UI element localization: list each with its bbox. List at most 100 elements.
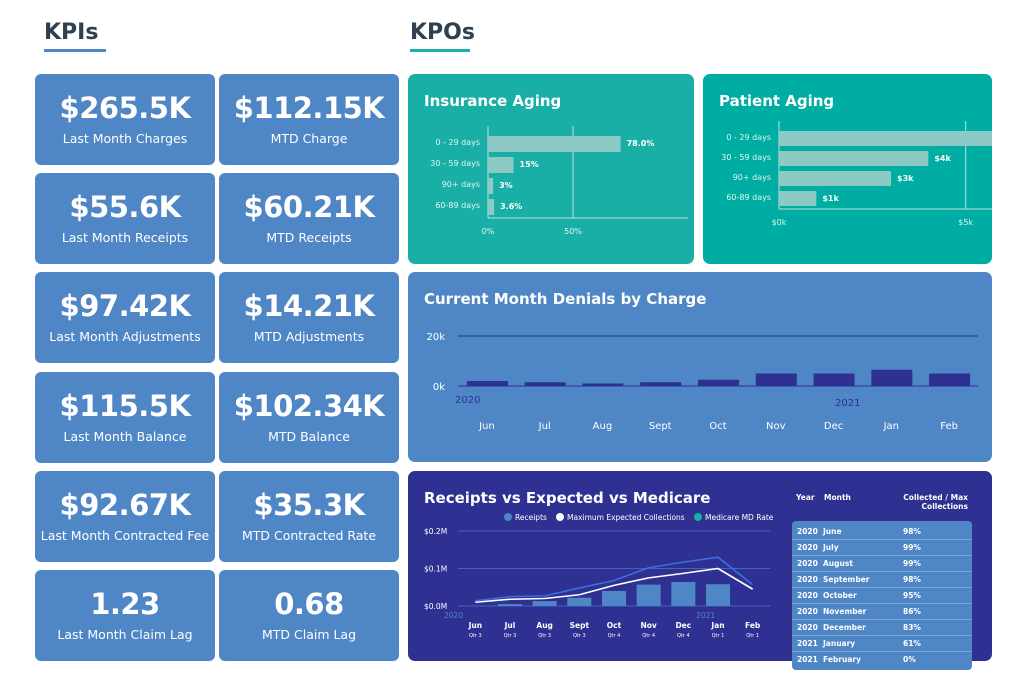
- bar: [698, 379, 739, 386]
- kpi-tile: $115.5K Last Month Balance: [35, 372, 215, 463]
- category-label: 0 - 29 days: [726, 133, 771, 142]
- cell-year: 2020: [797, 607, 818, 616]
- data-label: 3.6%: [500, 202, 522, 211]
- x-tick-label: Jun: [478, 421, 495, 432]
- bar: [813, 373, 855, 386]
- kpis-heading: KPIs: [44, 20, 107, 52]
- collections-table: Year Month Collected / Max Collections 202…: [792, 493, 972, 670]
- cell-year: 2021: [797, 655, 818, 664]
- cell-ratio: 83%: [903, 623, 921, 632]
- quarter-label: Qtr 1: [746, 633, 759, 639]
- year-label: 2020: [444, 611, 463, 620]
- table-row: 2020 September 98%: [792, 572, 972, 588]
- x-tick-label: Jul: [504, 621, 516, 630]
- cell-year: 2020: [797, 575, 818, 584]
- kpi-tile: 0.68 MTD Claim Lag: [219, 570, 399, 661]
- x-tick-label: Aug: [593, 421, 613, 432]
- bar: [871, 369, 913, 386]
- bar: [779, 131, 992, 146]
- table-header: Year Month Collected / Max Collections: [792, 493, 972, 521]
- x-tick-label: 50%: [564, 227, 582, 236]
- x-tick-label: Aug: [536, 621, 553, 630]
- category-label: 60-89 days: [435, 201, 480, 210]
- kpi-label: MTD Balance: [268, 429, 350, 444]
- kpi-label: MTD Adjustments: [253, 329, 365, 344]
- bar: [671, 582, 696, 606]
- kpi-label: MTD Receipts: [266, 230, 352, 245]
- denials-card: Current Month Denials by Charge 0k 20k 202…: [408, 272, 992, 462]
- cell-year: 2020: [797, 527, 818, 536]
- quarter-label: Qtr 3: [469, 633, 482, 639]
- kpi-label: Last Month Adjustments: [49, 329, 201, 344]
- kpi-tile: $102.34K MTD Balance: [219, 372, 399, 463]
- category-label: 90+ days: [442, 180, 480, 189]
- quarter-label: Qtr 3: [504, 633, 517, 639]
- table-row: 2020 October 95%: [792, 588, 972, 604]
- cell-month: October: [823, 591, 857, 600]
- quarter-label: Qtr 4: [677, 633, 690, 639]
- table-row: 2020 July 99%: [792, 540, 972, 556]
- cell-month: November: [823, 607, 867, 616]
- kpi-value: $265.5K: [59, 91, 191, 125]
- bar: [602, 591, 626, 606]
- x-tick-label: Jun: [468, 621, 482, 630]
- x-tick-label: Jan: [710, 621, 724, 630]
- card-title: Receipts vs Expected vs Medicare: [424, 489, 711, 507]
- table-row: 2020 June 98%: [792, 524, 972, 540]
- bar: [524, 382, 566, 386]
- quarter-label: Qtr 3: [573, 633, 586, 639]
- x-tick-label: Jul: [538, 421, 551, 432]
- bar: [636, 584, 661, 606]
- x-tick-label: 0%: [482, 227, 495, 236]
- x-tick-label: Dec: [675, 621, 691, 630]
- kpi-label: Last Month Balance: [63, 429, 187, 444]
- kpi-label: Last Month Contracted Fee: [40, 528, 210, 543]
- cell-month: December: [823, 623, 866, 632]
- column-header: Collected / Max Collections: [903, 493, 968, 511]
- cell-month: September: [823, 575, 870, 584]
- y-tick-label: $0.2M: [424, 527, 447, 536]
- kpi-value: 1.23: [90, 587, 160, 621]
- kpi-value: 0.68: [274, 587, 344, 621]
- quarter-label: Qtr 3: [538, 633, 551, 639]
- table-row: 2021 February 0%: [792, 652, 972, 667]
- card-title: Patient Aging: [719, 92, 835, 110]
- bar: [488, 178, 494, 194]
- kpi-tile: $97.42K Last Month Adjustments: [35, 272, 215, 363]
- year-label: 2020: [455, 395, 480, 406]
- category-label: 60-89 days: [726, 193, 771, 202]
- card-title: Current Month Denials by Charge: [424, 290, 707, 308]
- denials-chart: 0k 20k 2020 2021 Jun Jul Aug Sept Oct Nov Dec Jan Fe…: [426, 332, 978, 432]
- kpi-label: MTD Charge: [270, 131, 348, 146]
- kpi-tile: $112.15K MTD Charge: [219, 74, 399, 165]
- bar: [929, 373, 971, 386]
- legend-marker: [694, 513, 702, 521]
- series-line: [475, 567, 754, 604]
- bar: [532, 601, 557, 606]
- table-row: 2020 December 83%: [792, 620, 972, 636]
- x-tick-label: Nov: [766, 421, 786, 432]
- bar: [755, 373, 797, 386]
- kpi-label: Last Month Receipts: [61, 230, 189, 245]
- table-row: 2020 November 86%: [792, 604, 972, 620]
- table-row: 2021 January 61%: [792, 636, 972, 652]
- kpi-value: $115.5K: [59, 389, 191, 423]
- cell-ratio: 0%: [903, 655, 916, 664]
- bar: [779, 171, 891, 186]
- cell-ratio: 98%: [903, 527, 921, 536]
- cell-ratio: 86%: [903, 607, 921, 616]
- insurance-aging-chart: 0% 50% 0 - 29 days 78.0% 30 - 59 days 15% 90+ …: [430, 126, 688, 236]
- series-line: [475, 556, 754, 602]
- cell-year: 2020: [797, 623, 818, 632]
- data-label: 15%: [520, 160, 539, 169]
- bar: [706, 584, 730, 606]
- kpi-tile: $14.21K MTD Adjustments: [219, 272, 399, 363]
- bar: [488, 136, 621, 152]
- bar: [582, 383, 624, 386]
- y-tick-label: $0.1M: [424, 565, 447, 574]
- x-tick-label: Oct: [607, 621, 622, 630]
- kpi-value: $97.42K: [59, 289, 191, 323]
- cell-ratio: 98%: [903, 575, 921, 584]
- bar: [466, 381, 508, 386]
